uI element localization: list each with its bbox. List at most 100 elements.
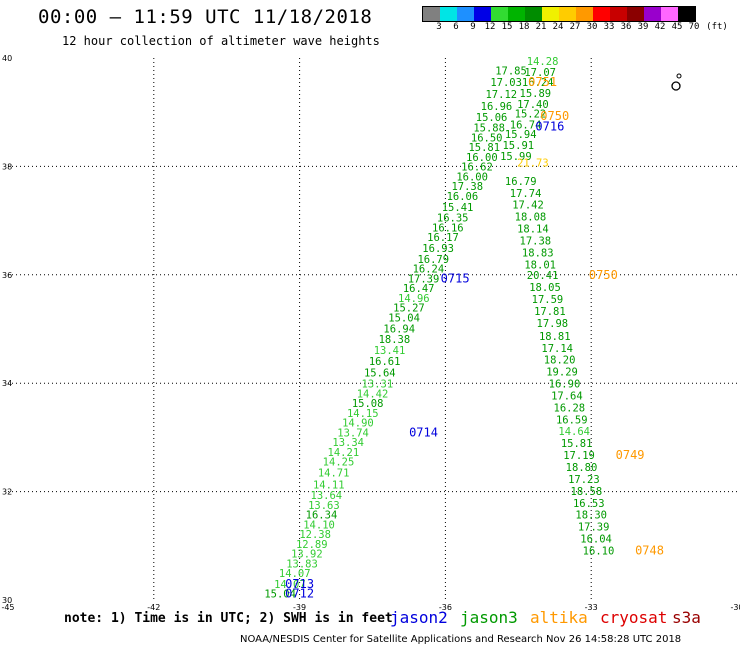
swh-label-jason3: 15.04 xyxy=(264,588,296,600)
swh-label-jason3: 16.24 xyxy=(413,264,445,276)
pass-time-label: 0714 xyxy=(409,425,438,439)
swh-label-jason3: 16.90 xyxy=(549,379,581,391)
swh-label-jason3: 17.38 xyxy=(451,181,483,193)
swh-label-jason3: 16.74 xyxy=(510,119,542,131)
swh-label-jason3: 14.96 xyxy=(398,293,430,305)
swh-label-jason3: 17.03 xyxy=(490,77,522,89)
color-scale-label: 21 xyxy=(535,22,547,32)
swh-label-jason3: 17.42 xyxy=(512,200,544,212)
color-scale-label: 42 xyxy=(654,22,666,32)
swh-label-jason3: 17.39 xyxy=(578,522,610,534)
legend-jason3: jason3 xyxy=(460,608,518,627)
swh-label-jason3: 17.39 xyxy=(408,273,440,285)
swh-label-jason3: 12.38 xyxy=(299,529,331,541)
swh-label-jason3: 16.00 xyxy=(456,171,488,183)
swh-label-jason3: 13.41 xyxy=(374,345,406,357)
y-tick-label: 38 xyxy=(2,162,12,171)
color-swatch xyxy=(678,7,695,21)
pass-time-label: 0750 xyxy=(589,268,618,282)
swh-label-jason3: 17.98 xyxy=(537,318,569,330)
color-swatch xyxy=(593,7,610,21)
color-scale-label: 24 xyxy=(552,22,564,32)
swh-label-jason3: 16.06 xyxy=(447,191,479,203)
swh-label-jason3: 15.08 xyxy=(352,398,384,410)
swh-label-jason3: 18.81 xyxy=(539,331,571,343)
swh-label-jason3: 15.88 xyxy=(473,123,505,135)
swh-label-jason3: 15.27 xyxy=(393,303,425,315)
swh-label-jason3: 16.10 xyxy=(583,545,615,557)
logo-dot xyxy=(676,73,682,79)
swh-label-jason3: 18.05 xyxy=(529,282,561,294)
swh-label-jason3: 16.62 xyxy=(461,162,493,174)
color-scale-label: 45 xyxy=(671,22,683,32)
color-swatch xyxy=(661,7,678,21)
color-swatch xyxy=(508,7,525,21)
x-tick-label: -33 xyxy=(585,603,598,612)
pass-time-label: 0751 xyxy=(528,75,557,89)
swh-label-jason3: 12.89 xyxy=(296,539,328,551)
swh-label-jason3: 15.94 xyxy=(505,129,537,141)
legend-s3a: s3a xyxy=(672,608,701,627)
swh-label-jason3: 15.64 xyxy=(364,368,396,380)
pass-time-label: 0712 xyxy=(285,586,314,600)
color-scale-label: 3 xyxy=(436,22,442,32)
swh-label-jason3: 17.64 xyxy=(551,390,583,402)
swh-label-jason3: 18.58 xyxy=(571,486,603,498)
pass-time-label: 0715 xyxy=(441,271,470,285)
pass-time-label: 0748 xyxy=(635,543,664,557)
swh-label-jason3: 15.22 xyxy=(515,109,547,121)
y-tick-label: 40 xyxy=(2,54,12,63)
swh-label-jason3: 16.96 xyxy=(481,101,513,113)
swh-label-jason3: 17.19 xyxy=(563,450,595,462)
logo-circle xyxy=(671,81,681,91)
swh-label-jason3: 14.21 xyxy=(328,447,360,459)
swh-label-jason3: 17.23 xyxy=(568,474,600,486)
color-scale-label: 33 xyxy=(603,22,615,32)
swh-label-jason3: 18.80 xyxy=(566,462,598,474)
color-swatch xyxy=(644,7,661,21)
color-swatch xyxy=(542,7,559,21)
swh-label-jason3: 16.79 xyxy=(417,254,449,266)
swh-label-jason3: 14.07 xyxy=(279,568,311,580)
color-scale-labels: 3 6 9 12 15 18 21 24 27 30 33 36 39 42 45 70 (ft) xyxy=(422,22,740,34)
swh-label-jason3: 16.35 xyxy=(437,213,469,225)
swh-label-jason3: 13.92 xyxy=(291,549,323,561)
x-tick-label: -30 xyxy=(730,603,740,612)
pass-time-label: 0716 xyxy=(535,120,564,134)
swh-label-jason3: 17.07 xyxy=(524,67,556,79)
swh-label-jason3: 16.34 xyxy=(306,510,338,522)
swh-label-jason3: 17.12 xyxy=(485,89,517,101)
swh-label-jason3: 17.40 xyxy=(517,99,549,111)
swh-label-jason3: 19.29 xyxy=(546,367,578,379)
swh-label-jason3: 16.53 xyxy=(573,498,605,510)
swh-label-jason3: 14.10 xyxy=(303,519,335,531)
color-scale-label: 12 xyxy=(484,22,496,32)
pass-time-label: 0749 xyxy=(616,448,645,462)
color-swatch xyxy=(559,7,576,21)
color-swatch xyxy=(423,7,440,21)
swh-label-jason3: 15.91 xyxy=(502,140,534,152)
x-tick-label: -42 xyxy=(147,603,160,612)
axis-ticks: -45 -42 -39 -36 -33 -30 30 32 34 36 38 40 xyxy=(1,54,740,612)
swh-label-jason3: 14.64 xyxy=(558,426,590,438)
pass-time-label: 0713 xyxy=(285,577,314,591)
swh-label-jason3: 13.64 xyxy=(311,490,343,502)
swh-label-jason3: 16.00 xyxy=(466,152,498,164)
swh-label-jason3: 18.08 xyxy=(515,212,547,224)
swh-label-jason3: 16.79 xyxy=(505,176,537,188)
color-scale-bar xyxy=(422,6,696,22)
swh-label-jason3: 14.11 xyxy=(313,479,345,491)
swh-label-jason3: 14.25 xyxy=(323,457,355,469)
swh-label-jason3: 16.17 xyxy=(427,232,459,244)
swh-label-jason3: 14.42 xyxy=(357,388,389,400)
swh-label-jason3: 15.41 xyxy=(442,202,474,214)
swh-label-jason3: 17.14 xyxy=(541,343,573,355)
color-swatch xyxy=(576,7,593,21)
swh-label-jason3: 18.38 xyxy=(379,334,411,346)
swh-label-jason3: 13.34 xyxy=(332,437,364,449)
color-swatch xyxy=(491,7,508,21)
color-scale-label: (ft) xyxy=(706,22,728,32)
swh-label-jason3: 13.83 xyxy=(286,558,318,570)
color-swatch xyxy=(440,7,457,21)
